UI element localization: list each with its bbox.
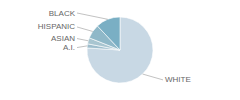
svg-text:ASIAN: ASIAN (51, 34, 75, 43)
svg-text:WHITE: WHITE (165, 75, 191, 84)
svg-text:HISPANIC: HISPANIC (38, 22, 75, 31)
svg-text:BLACK: BLACK (49, 9, 76, 18)
svg-text:A.I.: A.I. (63, 43, 75, 52)
